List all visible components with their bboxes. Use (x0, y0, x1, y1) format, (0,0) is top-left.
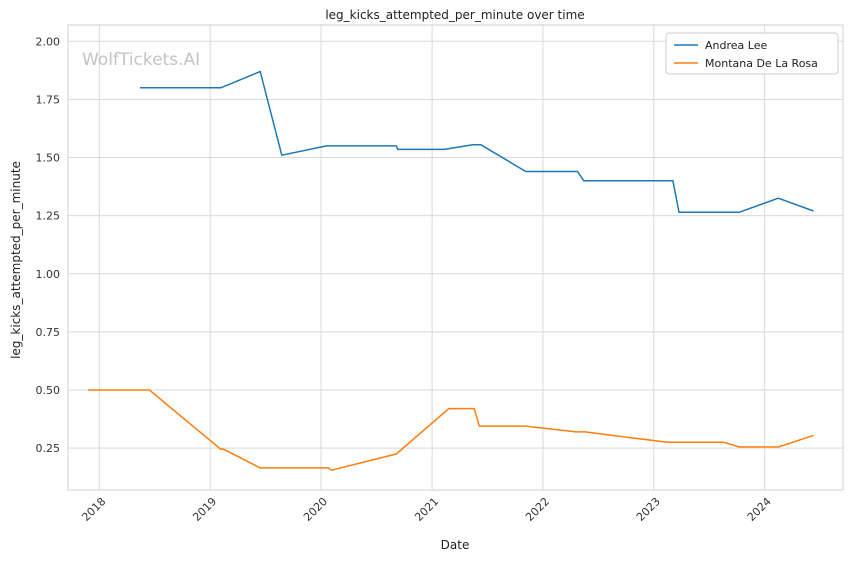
y-tick-label: 1.25 (36, 210, 61, 223)
y-axis-ticks: 0.25 0.50 0.75 1.00 1.25 1.50 1.75 2.00 (36, 35, 61, 455)
series-line (140, 70, 814, 213)
watermark-text: WolfTickets.AI (82, 50, 200, 70)
grid (68, 25, 843, 490)
y-tick-label: 1.75 (36, 93, 61, 106)
series-line (88, 389, 814, 471)
legend-box (665, 32, 839, 75)
y-tick-label: 1.00 (36, 268, 61, 281)
plot-frame (67, 24, 844, 491)
legend-label: Montana De La Rosa (705, 57, 818, 70)
y-tick-label: 0.50 (36, 384, 61, 397)
y-tick-label: 1.50 (36, 152, 61, 165)
chart-title: leg_kicks_attempted_per_minute over time (325, 8, 584, 22)
series-layer (88, 70, 814, 471)
legend: Andrea Lee Montana De La Rosa (665, 32, 839, 75)
y-axis-title: leg_kicks_attempted_per_minute (9, 161, 23, 359)
x-axis-title: Date (441, 538, 470, 552)
legend-label: Andrea Lee (705, 39, 767, 52)
y-tick-label: 0.25 (36, 442, 61, 455)
y-tick-label: 2.00 (36, 35, 61, 48)
y-tick-label: 0.75 (36, 326, 61, 339)
